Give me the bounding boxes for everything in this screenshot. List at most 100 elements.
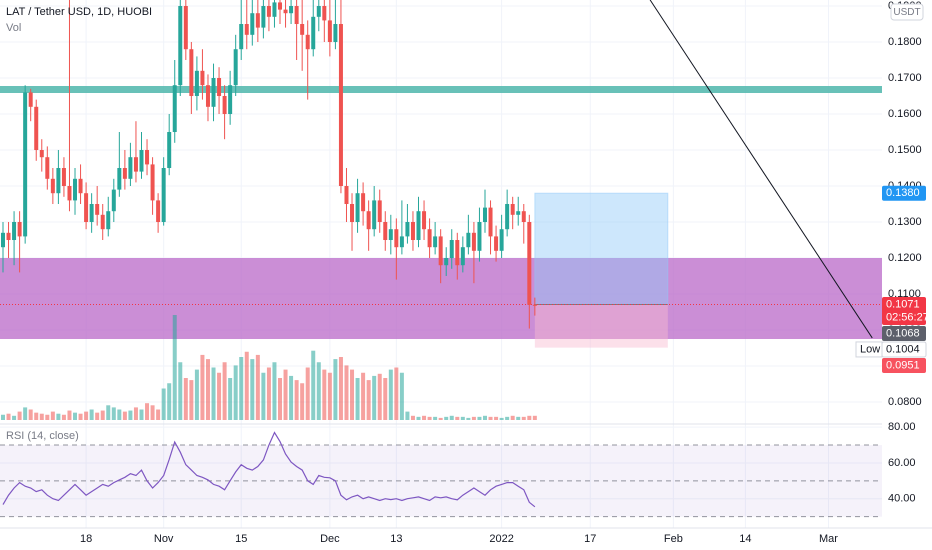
y-tick-label: 0.0800: [888, 396, 922, 408]
volume-bar: [250, 359, 255, 420]
x-tick-label: 15: [235, 533, 247, 545]
volume-bar: [327, 372, 332, 420]
currency-button[interactable]: [890, 3, 924, 21]
volume-bar: [128, 410, 133, 420]
volume-bar: [117, 409, 122, 420]
volume-bar: [217, 372, 222, 420]
x-tick-label: Nov: [154, 533, 174, 545]
candle-body: [488, 207, 493, 237]
candle-body: [466, 232, 471, 248]
volume-bar: [466, 417, 471, 420]
candle-body: [344, 186, 349, 205]
candle-body: [427, 229, 432, 248]
x-tick-label: Mar: [819, 533, 838, 545]
candle-body: [61, 168, 66, 187]
volume-bar: [283, 369, 288, 420]
volume-bar: [527, 415, 532, 420]
volume-bar: [372, 375, 377, 420]
volume-bar: [122, 411, 127, 420]
candle-body: [194, 70, 199, 97]
candle-body: [405, 222, 410, 237]
volume-bar: [222, 362, 227, 420]
volume-bar: [278, 378, 283, 420]
candle-body: [211, 78, 216, 107]
candle-body: [422, 211, 427, 230]
volume-bar: [455, 416, 460, 420]
currency-label[interactable]: USDT: [893, 7, 920, 18]
price-badge-name: Low: [860, 343, 880, 355]
candle-body: [477, 222, 482, 251]
volume-bar: [505, 416, 510, 420]
volume-bar: [405, 411, 410, 420]
candle-body: [532, 304, 537, 306]
candle-body: [28, 92, 33, 107]
candle-body: [366, 211, 371, 230]
volume-bar: [56, 413, 61, 420]
volume-bar: [161, 388, 166, 420]
price-countdown: 02:56:27: [886, 311, 929, 323]
volume-bar: [178, 362, 183, 420]
candles: [0, 0, 537, 329]
candle-body: [128, 157, 133, 179]
candle-body: [222, 96, 227, 115]
volume-bar: [444, 416, 449, 420]
candle-body: [67, 186, 72, 201]
candle-body: [189, 49, 194, 97]
volume-bar: [95, 412, 100, 420]
y-tick-label: 0.1200: [888, 252, 922, 264]
candle-body: [300, 24, 305, 35]
volume-bar: [433, 416, 438, 420]
volume-bar: [84, 411, 89, 420]
volume-bar: [449, 415, 454, 420]
rsi-tick-label: 80.00: [888, 421, 916, 433]
drawings: [0, 0, 882, 348]
rsi-title: RSI (14, close): [6, 430, 79, 442]
candle-body: [73, 178, 78, 201]
candle-body: [133, 157, 138, 172]
volume-bar: [410, 415, 415, 420]
candle-body: [372, 200, 377, 230]
y-tick-label: 0.1500: [888, 144, 922, 156]
volume-bar: [156, 409, 161, 420]
x-tick-label: 14: [739, 533, 751, 545]
price-badge-label: 0.1071: [886, 298, 920, 310]
volume-bar: [422, 415, 427, 420]
volume-bar: [106, 405, 111, 420]
volume-bar: [377, 373, 382, 420]
volume-bar: [388, 369, 393, 420]
volume-bar: [350, 369, 355, 420]
x-tick-label: Feb: [664, 533, 683, 545]
y-tick-label: 0.1800: [888, 36, 922, 48]
volume-bar: [471, 416, 476, 420]
candle-body: [455, 240, 460, 266]
candle-body: [95, 204, 100, 215]
volume-bar: [205, 359, 210, 420]
candle-body: [527, 222, 532, 305]
candle-body: [111, 189, 116, 212]
volume-bar: [488, 416, 493, 420]
volume-title: Vol: [6, 22, 21, 34]
volume-bar: [499, 417, 504, 420]
volume-bar: [67, 410, 72, 420]
volume-bar: [211, 367, 216, 420]
volume-bar: [316, 362, 321, 420]
price-badge-label: 0.1068: [886, 327, 920, 339]
volume-bar: [289, 375, 294, 420]
candle-body: [394, 229, 399, 248]
volume: [0, 315, 537, 420]
candle-body: [45, 157, 50, 179]
candle-body: [388, 229, 393, 241]
candle-body: [250, 13, 255, 35]
candle-body: [516, 211, 521, 215]
candle-body: [261, 6, 266, 28]
volume-bar: [399, 372, 404, 420]
volume-bar: [427, 416, 432, 420]
volume-bar: [438, 417, 443, 420]
volume-bar: [266, 367, 271, 420]
volume-bar: [133, 407, 138, 420]
volume-bar: [416, 416, 421, 420]
volume-bar: [100, 410, 105, 420]
candle-body: [178, 6, 183, 86]
candle-body: [161, 168, 166, 223]
